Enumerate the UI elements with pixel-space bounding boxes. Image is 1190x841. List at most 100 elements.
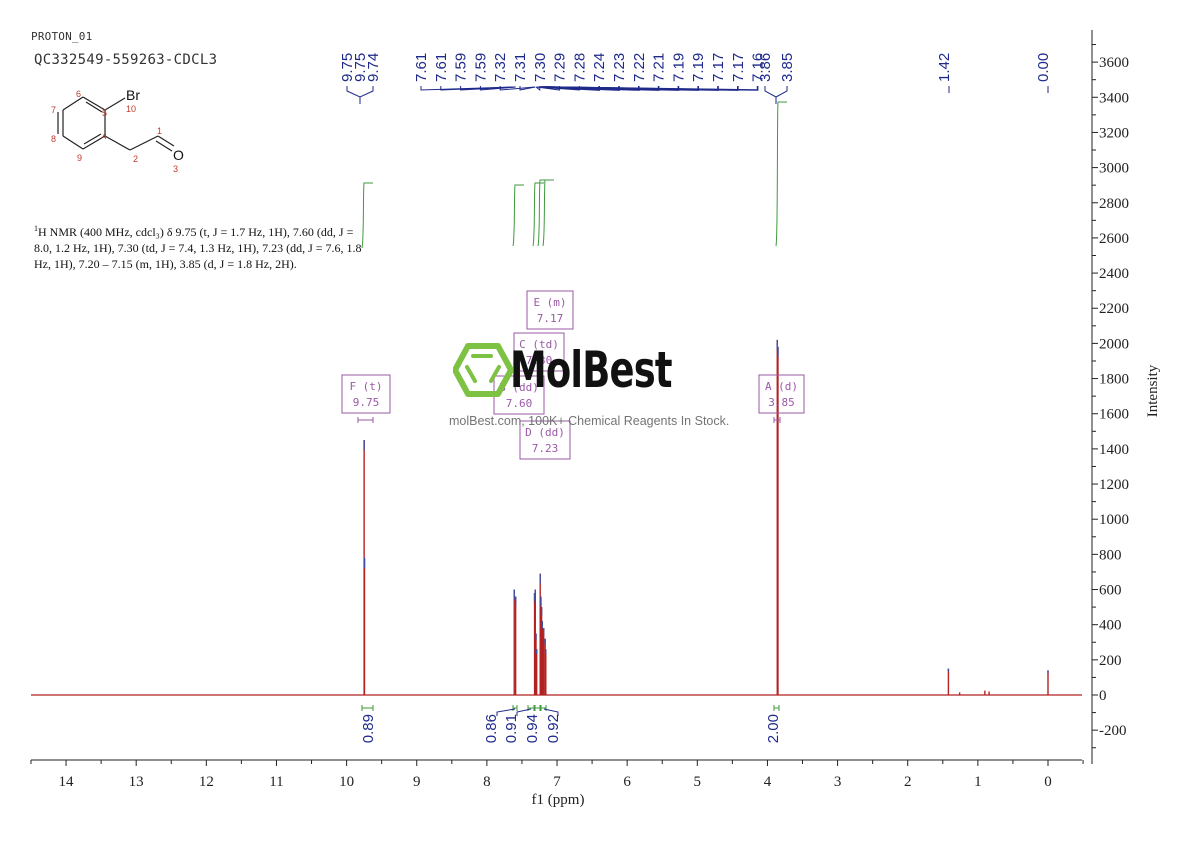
x-tick-label: 12 bbox=[199, 774, 214, 790]
y-tick-label: 2000 bbox=[1099, 336, 1129, 352]
atom-number: 9 bbox=[77, 153, 82, 163]
integral-value: 0.86 bbox=[483, 714, 500, 743]
peak-shift-label: 7.32 bbox=[492, 53, 509, 82]
multiplet-shift: 7.23 bbox=[532, 442, 559, 455]
peak-shift-label: 7.21 bbox=[651, 53, 668, 82]
experiment-name: PROTON_01 bbox=[31, 30, 93, 43]
x-tick-label: 7 bbox=[553, 774, 561, 790]
y-tick-label: 1800 bbox=[1099, 372, 1129, 388]
y-axis-title: Intensity bbox=[1145, 364, 1161, 417]
oxygen-label: O bbox=[173, 147, 184, 163]
multiplet-range-marker bbox=[773, 417, 781, 423]
integral-bar bbox=[540, 705, 547, 711]
peak-shift-label: 7.19 bbox=[690, 53, 707, 82]
multiplet-shift: 7.17 bbox=[537, 312, 564, 325]
x-tick-label: 9 bbox=[413, 774, 421, 790]
y-tick-label: 1000 bbox=[1099, 512, 1129, 528]
x-tick-label: 8 bbox=[483, 774, 491, 790]
y-tick-label: 400 bbox=[1099, 618, 1122, 634]
y-tick-label: 2400 bbox=[1099, 266, 1129, 282]
x-tick-label: 4 bbox=[764, 774, 772, 790]
multiplet-box bbox=[526, 290, 574, 330]
multiplet-label: B (dd) bbox=[499, 381, 539, 394]
peak-label-connector bbox=[545, 86, 759, 91]
chemical-structure: Br O 6 7 8 9 4 5 10 2 1 3 bbox=[51, 87, 184, 174]
y-tick-label: 2200 bbox=[1099, 301, 1129, 317]
y-tick-label: 3000 bbox=[1099, 161, 1129, 177]
peak-label-connector bbox=[499, 86, 535, 91]
integral-curve bbox=[775, 101, 787, 247]
multiplet-shift: 9.75 bbox=[353, 396, 380, 409]
x-tick-label: 5 bbox=[694, 774, 702, 790]
multiplet-shift: 7.60 bbox=[506, 397, 533, 410]
integral-bar bbox=[361, 705, 374, 711]
multiplet-box bbox=[519, 420, 571, 460]
y-tick-label: 3600 bbox=[1099, 55, 1129, 71]
peak-shift-label: 7.24 bbox=[591, 53, 608, 82]
y-tick-label: 200 bbox=[1099, 653, 1122, 669]
x-tick-label: 13 bbox=[129, 774, 144, 790]
peak-shift-label: 1.42 bbox=[936, 53, 953, 82]
integral-value: 0.89 bbox=[360, 714, 377, 743]
multiplet-range-marker bbox=[357, 417, 374, 423]
integral-value: 0.92 bbox=[545, 714, 562, 743]
multiplet-box bbox=[758, 374, 805, 414]
atom-number: 2 bbox=[133, 154, 138, 164]
peak-shift-label: 9.75 bbox=[339, 53, 356, 82]
nmr-description: 1H NMR (400 MHz, cdcl₃) δ 9.75 (t, J = 1… bbox=[34, 221, 374, 272]
peak-shift-label: 7.19 bbox=[670, 53, 687, 82]
x-tick-label: 3 bbox=[834, 774, 842, 790]
x-tick-label: 10 bbox=[339, 774, 354, 790]
sample-id: QC332549-559263-CDCL3 bbox=[34, 52, 218, 68]
y-tick-label: 2600 bbox=[1099, 231, 1129, 247]
multiplet-box bbox=[341, 374, 391, 414]
y-tick-label: 2800 bbox=[1099, 196, 1129, 212]
y-tick-label: 1600 bbox=[1099, 407, 1129, 423]
y-tick-label: 600 bbox=[1099, 583, 1122, 599]
atom-number: 3 bbox=[173, 164, 178, 174]
atom-number: 10 bbox=[126, 104, 136, 114]
y-tick-label: 0 bbox=[1099, 688, 1107, 704]
peak-label-connector bbox=[479, 86, 516, 91]
multiplet-label: D (dd) bbox=[525, 426, 565, 439]
y-tick-label: 800 bbox=[1099, 547, 1122, 563]
multiplet-label: C (td) bbox=[519, 338, 559, 351]
peak-shift-label: 7.31 bbox=[512, 53, 529, 82]
x-tick-label: 2 bbox=[904, 774, 912, 790]
x-tick-label: 1 bbox=[974, 774, 982, 790]
y-tick-label: 3400 bbox=[1099, 90, 1129, 106]
multiplet-label: E (m) bbox=[533, 296, 566, 309]
peak-shift-label: 9.75 bbox=[352, 53, 369, 82]
x-tick-label: 14 bbox=[59, 774, 75, 790]
x-tick-label: 6 bbox=[623, 774, 631, 790]
nmr-description-text: H NMR (400 MHz, cdcl₃) δ 9.75 (t, J = 1.… bbox=[34, 225, 362, 271]
integral-curve bbox=[542, 179, 554, 247]
atom-number: 6 bbox=[76, 89, 81, 99]
peak-shift-label: 7.22 bbox=[631, 53, 648, 82]
multiplet-shift: 7.30 bbox=[526, 354, 553, 367]
peak-label-connector bbox=[346, 86, 374, 104]
peak-shift-label: 0.00 bbox=[1035, 53, 1052, 82]
atom-number: 8 bbox=[51, 134, 56, 144]
integral-curve bbox=[537, 179, 549, 247]
atom-number: 5 bbox=[102, 108, 107, 118]
molbest-logo-icon bbox=[453, 343, 513, 397]
peak-shift-label: 7.17 bbox=[710, 53, 727, 82]
peak-shift-label: 7.16 bbox=[750, 53, 767, 82]
integral-value: 0.94 bbox=[524, 714, 541, 743]
multiplet-label: F (t) bbox=[349, 380, 382, 393]
x-axis-title: f1 (ppm) bbox=[532, 792, 585, 808]
peak-shift-label: 7.59 bbox=[453, 53, 470, 82]
multiplet-label: A (d) bbox=[765, 380, 798, 393]
integral-curve bbox=[532, 182, 544, 247]
x-tick-label: 0 bbox=[1044, 774, 1052, 790]
y-tick-label: 3200 bbox=[1099, 125, 1129, 141]
y-tick-label: 1200 bbox=[1099, 477, 1129, 493]
integral-curve bbox=[512, 184, 524, 247]
peak-shift-label: 7.61 bbox=[413, 53, 430, 82]
atom-number: 1 bbox=[157, 126, 162, 136]
peak-shift-label: 3.86 bbox=[757, 53, 774, 82]
peak-shift-label: 7.28 bbox=[571, 53, 588, 82]
multiplet-box bbox=[513, 332, 565, 372]
